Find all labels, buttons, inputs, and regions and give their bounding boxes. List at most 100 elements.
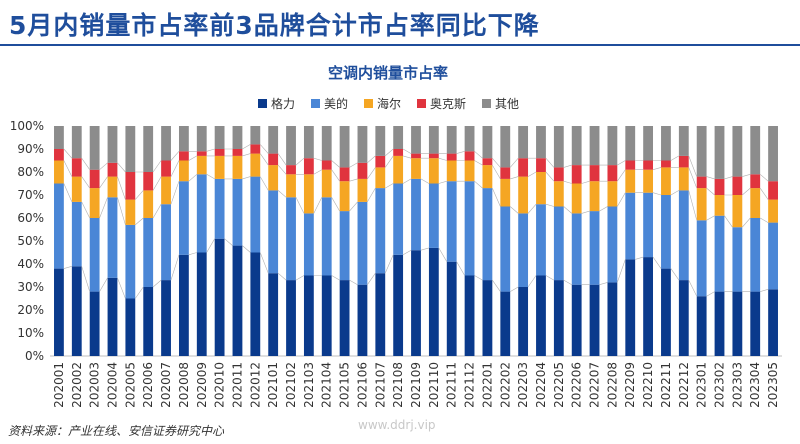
x-tick-label: 202110 [427,362,441,408]
x-tick-label: 202111 [445,362,459,408]
bar-segment-e7be8ee79a84 [536,204,546,276]
bar-segment-e6b5b7e5b094 [250,153,261,177]
x-tick-label: 202208 [605,362,619,408]
x-tick-label: 202301 [695,362,709,408]
bar-segment-e7be8ee79a84 [339,211,350,281]
y-tick-label: 0% [25,349,44,363]
bar-segment-e6a0bce58a9b [71,266,82,356]
bar-segment-e5a5a5e5858be696af [268,153,279,166]
bar-segment-e585b6e4bb96 [250,126,261,145]
bar-segment-e6a0bce58a9b [500,291,511,356]
bar-segment-e7be8ee79a84 [464,181,475,276]
headline-rule [0,44,800,46]
bar-segment-e5a5a5e5858be696af [143,172,154,191]
bar-segment-e6a0bce58a9b [303,275,314,356]
bar-segment-e6a0bce58a9b [732,291,743,356]
bar-segment-e7be8ee79a84 [125,224,136,299]
bar-segment-e585b6e4bb96 [607,126,618,166]
bar-segment-e6a0bce58a9b [482,280,493,356]
legend-label: 格力 [271,96,295,111]
bar-segment-e6b5b7e5b094 [607,181,618,207]
bar-segment-e6b5b7e5b094 [732,195,743,228]
x-tick-label: 202005 [123,362,137,408]
bar-segment-e5a5a5e5858be696af [446,153,457,161]
legend-swatch-e7be8ee79a84 [311,99,320,108]
bar-segment-e7be8ee79a84 [375,188,386,274]
bar-segment-e585b6e4bb96 [303,126,314,159]
bar-segment-e5a5a5e5858be696af [357,162,368,179]
bar-segment-e585b6e4bb96 [696,126,707,177]
y-tick-label: 80% [17,165,44,179]
bar-segment-e7be8ee79a84 [643,192,654,258]
bar-segment-e5a5a5e5858be696af [89,169,100,189]
bar-segment-e7be8ee79a84 [54,183,64,269]
bar-segment-e6b5b7e5b094 [89,188,100,218]
bar-segment-e5a5a5e5858be696af [482,158,493,166]
bar-segment-e7be8ee79a84 [357,201,368,285]
bar-segment-e5a5a5e5858be696af [303,158,314,175]
bar-segment-e5a5a5e5858be696af [553,167,564,182]
x-tick-label: 202004 [105,362,119,408]
bar-segment-e585b6e4bb96 [428,126,439,154]
bar-segment-e5a5a5e5858be696af [321,160,332,170]
bar-segment-e6a0bce58a9b [750,291,761,356]
bar-segment-e6b5b7e5b094 [143,190,154,218]
bar-segment-e585b6e4bb96 [107,126,118,163]
bar-segment-e6b5b7e5b094 [714,195,725,216]
y-tick-label: 70% [17,188,44,202]
bar-segment-e6a0bce58a9b [196,252,207,356]
y-tick-label: 60% [17,211,44,225]
bar-segment-e585b6e4bb96 [161,126,171,161]
bar-segment-e6b5b7e5b094 [536,172,546,205]
bar-segment-e6a0bce58a9b [768,289,778,356]
bar-segment-e5a5a5e5858be696af [71,158,82,177]
bar-segment-e585b6e4bb96 [411,126,421,154]
bar-segment-e6a0bce58a9b [178,254,189,356]
bar-segment-e585b6e4bb96 [125,126,136,172]
bar-segment-e5a5a5e5858be696af [375,155,386,168]
bar-segment-e7be8ee79a84 [518,213,529,287]
x-tick-label: 202003 [88,362,102,408]
bar-segment-e6b5b7e5b094 [750,188,761,218]
bar-segment-e6a0bce58a9b [678,280,689,356]
y-tick-label: 20% [17,303,44,317]
bar-segment-e585b6e4bb96 [553,126,564,168]
watermark: www.ddrj.vip [358,418,436,432]
bar-segment-e6a0bce58a9b [357,284,368,356]
bar-segment-e6a0bce58a9b [107,277,118,356]
legend-label: 奥克斯 [430,97,466,111]
x-tick-label: 202001 [52,362,66,408]
bar-segment-e6b5b7e5b094 [393,155,404,184]
x-tick-label: 202112 [463,362,477,408]
bar-segment-e5a5a5e5858be696af [411,153,421,159]
bar-segment-e7be8ee79a84 [303,213,314,276]
bar-segment-e7be8ee79a84 [750,218,761,292]
series-connector-e7be8ee79a84 [63,174,769,228]
stacked-bar-chart: 空调内销量市占率 格力 美的 海尔 奥克斯 其他 0% 10% 20% 30% 40% 50% 60… [10,64,782,408]
bar-segment-e5a5a5e5858be696af [589,165,600,182]
bar-segment-e6a0bce58a9b [161,280,171,356]
bar-segment-e5a5a5e5858be696af [286,165,296,175]
bar-segment-e5a5a5e5858be696af [464,151,475,161]
bar-segment-e585b6e4bb96 [643,126,654,161]
bar-segment-e585b6e4bb96 [678,126,689,156]
bar-segment-e585b6e4bb96 [268,126,279,154]
bar-segment-e6b5b7e5b094 [303,174,314,214]
bar-segment-e585b6e4bb96 [446,126,457,154]
bar-segment-e7be8ee79a84 [553,206,564,281]
x-tick-label: 202304 [748,362,762,408]
legend-swatch-e6a0bce58a9b [258,99,267,108]
bar-segment-e6a0bce58a9b [696,296,707,356]
bar-segment-e6b5b7e5b094 [71,176,82,202]
bar-segment-e5a5a5e5858be696af [214,149,225,156]
bar-segment-e7be8ee79a84 [196,174,207,253]
x-tick-label: 202209 [623,362,637,408]
bar-segment-e5a5a5e5858be696af [571,165,582,184]
bar-segment-e585b6e4bb96 [143,126,154,172]
x-tick-label: 202105 [338,362,352,408]
bar-segment-e7be8ee79a84 [678,190,689,281]
bar-segment-e7be8ee79a84 [89,218,100,292]
bar-segment-e5a5a5e5858be696af [125,172,136,200]
bar-segment-e585b6e4bb96 [482,126,493,159]
bar-segment-e7be8ee79a84 [428,183,439,248]
